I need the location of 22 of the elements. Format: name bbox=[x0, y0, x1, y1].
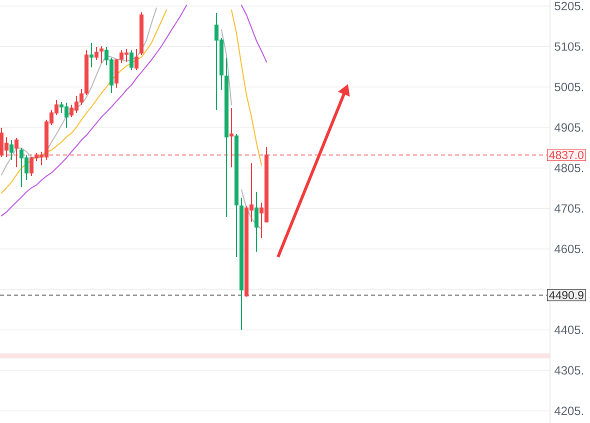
candlestick bbox=[10, 140, 14, 160]
candlestick bbox=[94, 46, 99, 60]
candlestick bbox=[234, 133, 239, 258]
candlestick bbox=[114, 58, 119, 88]
y-tick-label: 4905. bbox=[554, 123, 584, 132]
candlestick bbox=[90, 42, 94, 68]
y-tick-label: 5205. bbox=[554, 2, 584, 10]
y-tick-label: 5105. bbox=[554, 42, 584, 51]
y-tick-label: 4705. bbox=[554, 204, 584, 213]
y-tick-label: 4405. bbox=[554, 326, 584, 334]
candlestick bbox=[224, 57, 229, 218]
y-tick-label: 4805. bbox=[554, 164, 584, 172]
ref-line-label: 4490.9 bbox=[549, 291, 584, 300]
ref-line-label: 4837.0 bbox=[549, 150, 584, 160]
y-tick-label: 4205. bbox=[554, 406, 584, 416]
candlestick bbox=[100, 46, 104, 64]
candlestick bbox=[254, 191, 259, 252]
y-tick-label: 4305. bbox=[554, 366, 584, 375]
y-tick-label: 4605. bbox=[554, 244, 584, 254]
y-tick-label: 5005. bbox=[554, 82, 584, 92]
candlestick bbox=[240, 197, 244, 330]
candlestick bbox=[130, 50, 134, 71]
